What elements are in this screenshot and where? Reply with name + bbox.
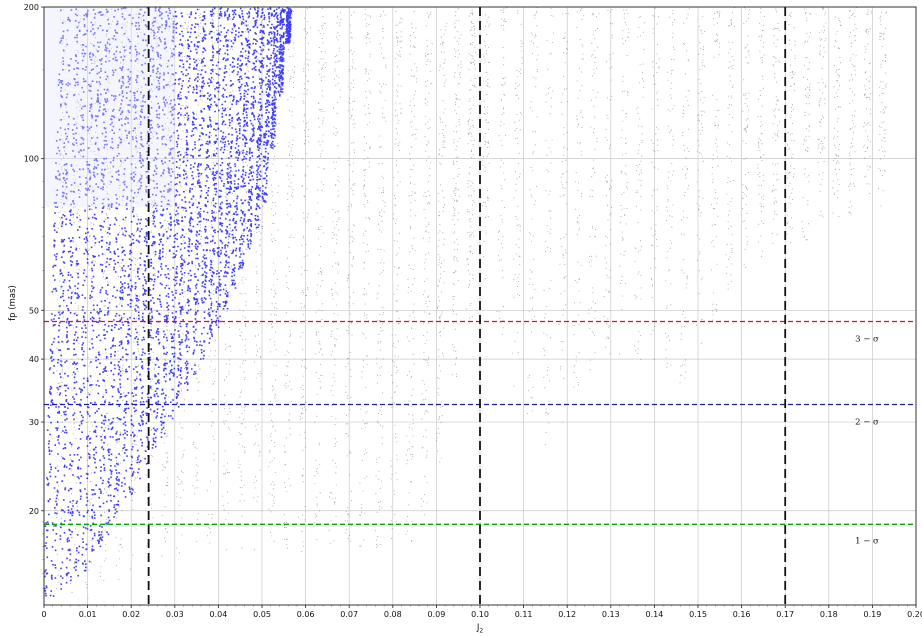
y-tick-label: 200 xyxy=(24,3,39,12)
sigma-label: 2 − σ xyxy=(855,418,879,428)
sigma-label: 1 − σ xyxy=(855,536,879,546)
y-tick-label: 30 xyxy=(29,418,39,427)
dense-region-wash xyxy=(44,7,175,208)
x-tick-label: 0 xyxy=(41,610,46,619)
x-tick-label: 0.03 xyxy=(166,610,184,619)
y-tick-label: 100 xyxy=(24,155,39,164)
x-tick-label: 0.10 xyxy=(471,610,489,619)
x-tick-label: 0.20 xyxy=(907,610,922,619)
x-tick-label: 0.09 xyxy=(427,610,445,619)
x-axis-label-main: J xyxy=(476,623,480,633)
x-tick-label: 0.16 xyxy=(733,610,751,619)
x-axis-label-subscript: 2 xyxy=(479,628,483,635)
x-tick-label: 0.14 xyxy=(645,610,663,619)
annotation-layer: 1 − σ 2 − σ 3 − σ xyxy=(855,335,879,547)
x-tick-label: 0.08 xyxy=(384,610,402,619)
x-tick-label: 0.17 xyxy=(776,610,794,619)
sigma-label: 3 − σ xyxy=(855,335,879,345)
x-tick-label: 0.04 xyxy=(209,610,227,619)
x-tick-label: 0.02 xyxy=(122,610,140,619)
x-tick-label: 0.05 xyxy=(253,610,271,619)
points-layer xyxy=(44,7,888,599)
x-tick-label: 0.13 xyxy=(602,610,620,619)
x-tick-label: 0.12 xyxy=(558,610,576,619)
ticks-layer: 0 0.01 0.02 0.03 0.04 0.05 0.06 0.07 0.08 0.09 0.1… xyxy=(24,3,922,619)
y-axis-label: fp (mas) xyxy=(8,285,18,321)
x-tick-label: 0.11 xyxy=(515,610,533,619)
x-tick-label: 0.15 xyxy=(689,610,707,619)
y-tick-label: 40 xyxy=(29,355,39,364)
x-tick-label: 0.06 xyxy=(297,610,315,619)
y-tick-label: 50 xyxy=(29,306,39,315)
y-tick-label: 20 xyxy=(29,507,39,516)
reference-lines-layer xyxy=(44,7,916,605)
x-tick-label: 0.19 xyxy=(863,610,881,619)
x-tick-label: 0.18 xyxy=(820,610,838,619)
blue-series-points xyxy=(44,7,293,597)
x-tick-label: 0.01 xyxy=(79,610,97,619)
x-axis-label: J2 xyxy=(476,623,484,635)
x-tick-label: 0.07 xyxy=(340,610,358,619)
